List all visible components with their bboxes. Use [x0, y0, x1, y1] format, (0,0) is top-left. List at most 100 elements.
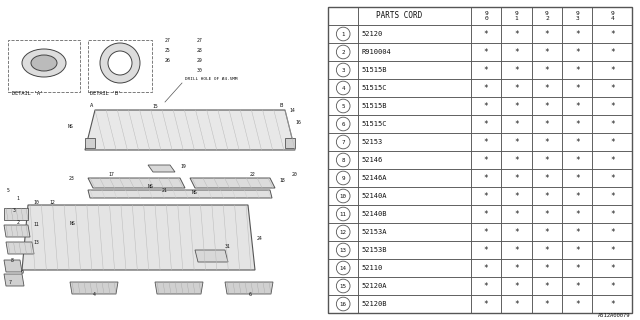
Text: 3: 3: [13, 208, 15, 213]
Bar: [471, 61, 501, 79]
Text: 6: 6: [342, 122, 345, 126]
Bar: [562, 169, 593, 187]
Bar: [593, 25, 632, 43]
Text: *: *: [610, 245, 614, 254]
Text: 51515C: 51515C: [362, 121, 387, 127]
Text: *: *: [514, 156, 519, 164]
Bar: [471, 25, 501, 43]
Text: 16: 16: [295, 120, 301, 125]
Bar: [358, 79, 471, 97]
Bar: [358, 115, 471, 133]
Bar: [562, 97, 593, 115]
Bar: [532, 115, 562, 133]
Bar: [358, 169, 471, 187]
Bar: [358, 43, 471, 61]
Text: *: *: [575, 156, 580, 164]
Bar: [328, 25, 358, 43]
Circle shape: [337, 189, 350, 203]
Bar: [328, 277, 358, 295]
Text: *: *: [484, 66, 488, 75]
Bar: [593, 241, 632, 259]
Circle shape: [337, 45, 350, 59]
Text: *: *: [610, 300, 614, 308]
Circle shape: [337, 261, 350, 275]
Circle shape: [337, 135, 350, 149]
Text: 22: 22: [250, 172, 256, 177]
Text: 52120: 52120: [362, 31, 383, 37]
Circle shape: [337, 207, 350, 221]
Text: *: *: [484, 300, 488, 308]
Text: *: *: [575, 191, 580, 201]
Text: NS: NS: [148, 184, 154, 189]
Bar: [562, 295, 593, 313]
Text: 27: 27: [165, 38, 171, 43]
Text: *: *: [575, 47, 580, 57]
Bar: [358, 133, 471, 151]
Text: *: *: [545, 47, 549, 57]
Polygon shape: [85, 138, 95, 148]
Bar: [328, 151, 358, 169]
Text: *: *: [484, 210, 488, 219]
Text: *: *: [545, 156, 549, 164]
Text: *: *: [610, 156, 614, 164]
Text: *: *: [545, 245, 549, 254]
Text: *: *: [610, 282, 614, 291]
Bar: [562, 205, 593, 223]
Circle shape: [337, 243, 350, 257]
Text: *: *: [484, 156, 488, 164]
Bar: [358, 259, 471, 277]
Text: *: *: [545, 138, 549, 147]
Text: *: *: [514, 210, 519, 219]
Bar: [328, 169, 358, 187]
Text: 23: 23: [69, 176, 75, 181]
Bar: [501, 277, 532, 295]
Bar: [501, 241, 532, 259]
Bar: [562, 79, 593, 97]
Text: 24: 24: [257, 236, 263, 241]
Polygon shape: [70, 282, 118, 294]
Bar: [532, 259, 562, 277]
Circle shape: [337, 117, 350, 131]
Text: *: *: [610, 210, 614, 219]
Text: 25: 25: [165, 48, 171, 53]
Bar: [358, 97, 471, 115]
Text: *: *: [575, 119, 580, 129]
Text: 52153A: 52153A: [362, 229, 387, 235]
Bar: [328, 7, 358, 25]
Circle shape: [337, 171, 350, 185]
Text: 29: 29: [197, 58, 203, 63]
Text: 9: 9: [342, 175, 345, 180]
Bar: [593, 277, 632, 295]
Text: 14: 14: [340, 266, 347, 270]
Text: *: *: [575, 300, 580, 308]
Text: 52140A: 52140A: [362, 193, 387, 199]
Text: 52120A: 52120A: [362, 283, 387, 289]
Polygon shape: [85, 110, 295, 150]
Text: *: *: [610, 263, 614, 273]
Polygon shape: [190, 178, 275, 188]
Text: *: *: [514, 228, 519, 236]
Text: *: *: [484, 282, 488, 291]
Text: 13: 13: [33, 240, 39, 245]
Ellipse shape: [100, 43, 140, 83]
Text: 19: 19: [180, 164, 186, 169]
Circle shape: [337, 225, 350, 239]
Bar: [328, 43, 358, 61]
Bar: [471, 151, 501, 169]
Text: NS: NS: [192, 190, 198, 195]
Bar: [328, 115, 358, 133]
Text: 51515B: 51515B: [362, 67, 387, 73]
Text: *: *: [514, 47, 519, 57]
Polygon shape: [225, 282, 273, 294]
Text: *: *: [514, 84, 519, 92]
Bar: [328, 259, 358, 277]
Text: *: *: [575, 263, 580, 273]
Bar: [532, 223, 562, 241]
Bar: [593, 79, 632, 97]
Text: *: *: [545, 210, 549, 219]
Text: *: *: [484, 173, 488, 182]
Bar: [562, 259, 593, 277]
Bar: [471, 7, 501, 25]
Text: *: *: [514, 282, 519, 291]
Bar: [501, 205, 532, 223]
